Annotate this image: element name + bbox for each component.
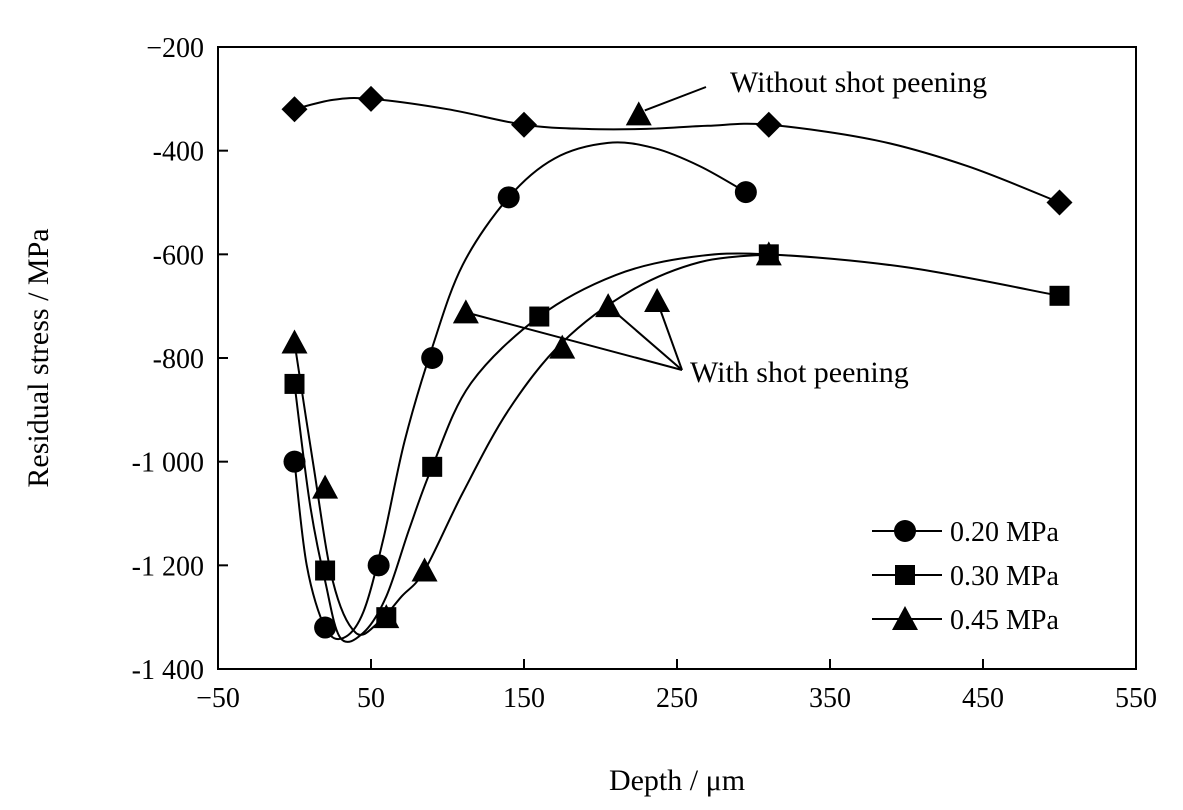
x-tick-label: 450 (962, 683, 1004, 714)
data-point-triangle (312, 474, 339, 499)
annotation-arrow-line (644, 86, 707, 112)
legend-marker-triangle (892, 606, 918, 630)
data-point-circle (497, 186, 520, 209)
data-point-square (422, 456, 443, 477)
data-point-triangle (411, 557, 438, 582)
axis-ticks: −50 50 150 250 350 450 550 −200 -400 -600 -800 -1 0… (132, 33, 1157, 714)
series-curve-0 (293, 141, 747, 641)
x-axis-title: Depth / μm (609, 764, 745, 797)
y-tick-label: -1 200 (132, 551, 204, 582)
legend-marker-circle (894, 520, 916, 542)
legend-marker-square (895, 565, 915, 585)
annotation-arrow-line (607, 305, 683, 371)
y-tick-label: -800 (153, 344, 204, 375)
x-tick-label: 250 (656, 683, 698, 714)
data-point-square (315, 560, 336, 581)
legend: 0.20 MPa 0.30 MPa 0.45 MPa (872, 517, 1059, 636)
annotation-arrow-line (656, 300, 683, 371)
x-tick-label: 50 (357, 683, 385, 714)
data-point-square (284, 373, 305, 394)
x-tick-label: 150 (503, 683, 545, 714)
series-curve-3 (294, 97, 1060, 204)
x-tick-label: 350 (809, 683, 851, 714)
legend-label: 0.45 MPa (950, 605, 1059, 636)
data-point-diamond (1046, 189, 1073, 216)
y-tick-label: -600 (153, 240, 204, 271)
series-curve-1 (293, 252, 1060, 643)
y-tick-label: −200 (146, 33, 204, 64)
legend-label: 0.30 MPa (950, 561, 1059, 592)
data-point-diamond (511, 111, 537, 138)
data-point-triangle (281, 329, 308, 354)
data-point-diamond (755, 111, 782, 138)
annotations: Without shot peening With shot peening (465, 66, 987, 389)
y-tick-label: -1 000 (132, 448, 204, 479)
annotation-arrow-line (465, 311, 683, 371)
x-tick-label: −50 (196, 683, 240, 714)
data-point-triangle (373, 604, 400, 629)
data-point-circle (314, 616, 337, 639)
data-point-diamond (358, 85, 384, 112)
series-markers (281, 85, 1073, 639)
data-point-circle (734, 181, 757, 204)
y-tick-label: -400 (153, 137, 204, 168)
data-point-square (529, 306, 550, 327)
data-point-circle (367, 554, 390, 577)
x-tick-label: 550 (1115, 683, 1157, 714)
data-point-diamond (281, 96, 308, 123)
legend-label: 0.20 MPa (950, 517, 1059, 548)
annotation-without-peening: Without shot peening (730, 66, 987, 99)
annotation-arrowhead (644, 287, 671, 312)
data-point-circle (421, 347, 444, 369)
data-point-triangle (755, 241, 782, 266)
annotation-with-peening: With shot peening (690, 356, 909, 389)
y-axis-title: Residual stress / MPa (22, 228, 55, 487)
series-curves (293, 97, 1060, 643)
data-point-circle (283, 450, 306, 473)
data-point-triangle (549, 334, 576, 359)
annotation-arrowhead (452, 299, 479, 324)
y-tick-label: -1 400 (132, 655, 204, 686)
data-point-square (1049, 285, 1070, 306)
annotation-arrowhead (625, 101, 652, 126)
